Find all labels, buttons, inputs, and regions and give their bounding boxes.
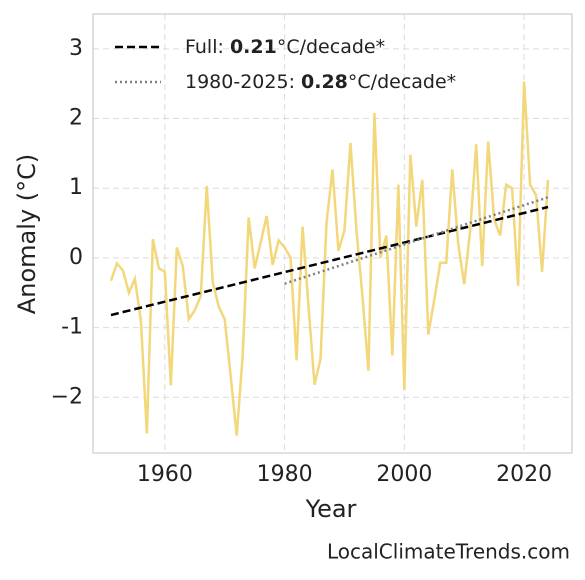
x-tick-label: 2020 <box>496 462 552 487</box>
y-tick-label: -1 <box>61 315 83 340</box>
data-line <box>109 81 550 436</box>
y-tick-label: −2 <box>51 384 83 409</box>
y-tick-label: 2 <box>69 106 83 131</box>
x-axis-label: Year <box>305 495 357 523</box>
legend-label-part: °C/decade* <box>277 36 385 58</box>
plot-frame <box>92 13 573 454</box>
y-tick-label: 1 <box>69 175 83 200</box>
legend-label-part: 0.21 <box>230 36 277 58</box>
legend-label-part: 1980-2025: <box>185 71 301 93</box>
trend-line <box>110 205 549 317</box>
legend-label-part: Full: <box>185 36 230 58</box>
legend-label-part: °C/decade* <box>348 71 456 93</box>
trend-line <box>284 196 549 285</box>
x-tick-label: 1960 <box>137 462 193 487</box>
legend-label: Full: 0.21°C/decade* <box>185 36 385 58</box>
x-tick-label: 1980 <box>257 462 313 487</box>
x-tick-label: 2000 <box>376 462 432 487</box>
y-tick-label: 3 <box>69 36 83 61</box>
credit: LocalClimateTrends.com <box>327 540 570 564</box>
legend-label-part: 0.28 <box>301 71 348 93</box>
legend-label: 1980-2025: 0.28°C/decade* <box>185 71 456 93</box>
y-tick-label: 0 <box>69 245 83 270</box>
y-axis-label: Anomaly (°C) <box>13 154 41 314</box>
